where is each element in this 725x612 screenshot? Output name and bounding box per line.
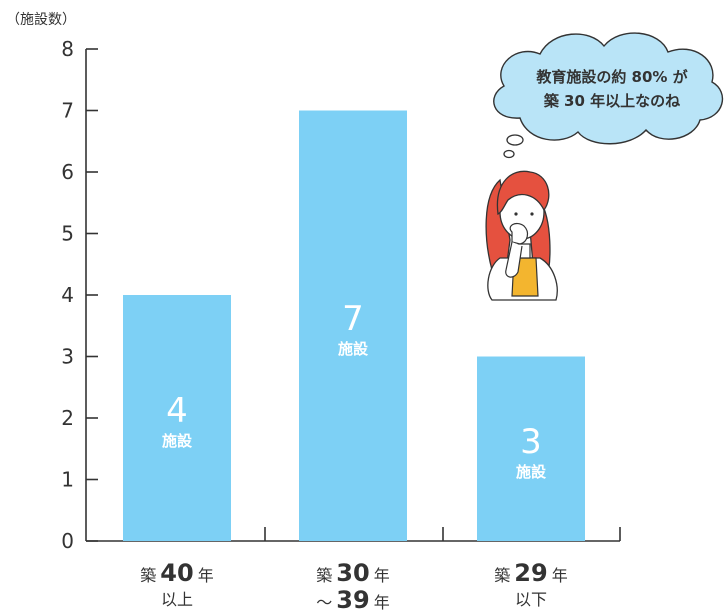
y-tick-label: 5 (61, 222, 74, 246)
x-category-label-line2: ～ 39 年 (316, 586, 389, 612)
bar (299, 110, 407, 541)
category-line2-prefix: ～ (316, 593, 332, 612)
x-category-label-line2: 以下 (515, 590, 547, 609)
category-suffix: 年 (552, 566, 568, 585)
thinking-girl-illustration (485, 170, 558, 301)
bar-unit-label: 施設 (162, 432, 193, 450)
bar-value-label: 3 (520, 422, 542, 462)
thought-dot-small (503, 149, 515, 159)
y-tick-label: 1 (61, 468, 74, 492)
x-category-label-line2: 以上 (161, 590, 193, 609)
category-number: 29 (514, 559, 547, 587)
x-category-label: 築 40 年 (140, 559, 213, 587)
bar-value-label: 4 (166, 391, 188, 431)
category-prefix: 築 (140, 566, 156, 585)
bar-unit-label: 施設 (338, 340, 369, 358)
x-category-label: 築 30 年 (316, 559, 389, 587)
thought-cloud-shape (493, 32, 724, 145)
category-suffix: 年 (198, 566, 214, 585)
category-suffix: 年 (374, 566, 390, 585)
category-number: 40 (160, 559, 193, 587)
y-tick-label: 8 (61, 37, 74, 61)
category-line2-suffix: 年 (374, 593, 390, 612)
y-tick-label: 4 (61, 283, 74, 307)
y-tick-label: 0 (61, 529, 74, 553)
bar-unit-label: 施設 (516, 463, 547, 481)
y-tick-label: 7 (61, 99, 74, 123)
category-line2-number: 39 (336, 586, 369, 612)
y-tick-label: 3 (61, 345, 74, 369)
callout-line-2: 築 30 年以上なのね (543, 92, 680, 110)
thought-dot-large (506, 134, 524, 146)
x-category-label: 築 29 年 (494, 559, 567, 587)
category-number: 30 (336, 559, 369, 587)
category-prefix: 築 (316, 566, 332, 585)
y-axis-unit-label: （施設数） (6, 12, 76, 28)
bar (123, 295, 231, 541)
callout-line-1: 教育施設の約 80% が (535, 68, 688, 86)
y-tick-label: 2 (61, 406, 74, 430)
y-tick-label: 6 (61, 160, 74, 184)
thought-bubble: 教育施設の約 80% が 築 30 年以上なのね (493, 32, 724, 159)
bar-value-label: 7 (342, 299, 364, 339)
bar (477, 356, 585, 541)
category-prefix: 築 (494, 566, 510, 585)
